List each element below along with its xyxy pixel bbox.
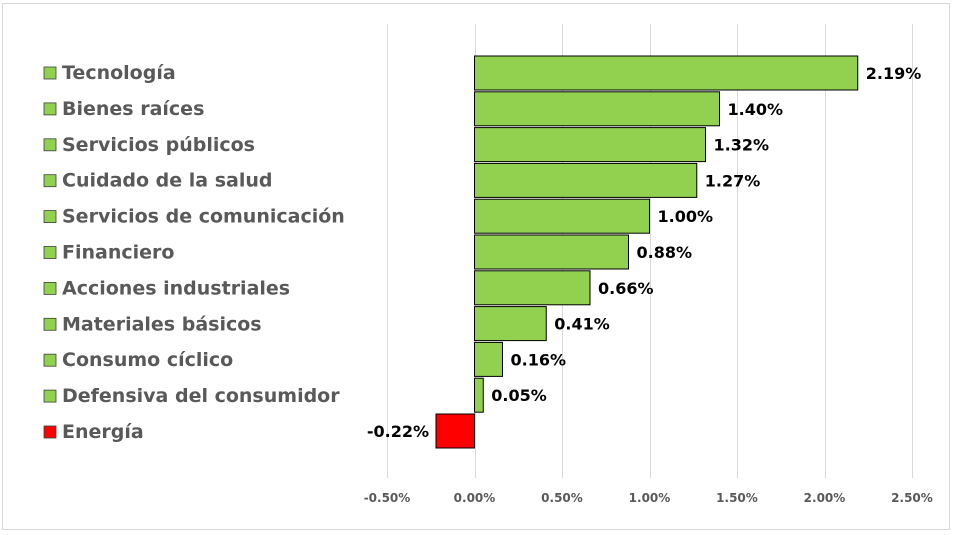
legend-swatch: [43, 174, 57, 188]
bar: [474, 341, 503, 377]
bar: [474, 91, 720, 127]
bar: [474, 234, 629, 270]
bar: [474, 162, 698, 198]
legend: Tecnología Bienes raíces Servicios público…: [43, 62, 345, 443]
x-tick-label: 2.50%: [891, 491, 933, 505]
bars: [435, 55, 859, 449]
bar: [435, 413, 475, 449]
legend-label: Servicios de comunicación: [62, 206, 345, 228]
legend-swatch: [43, 66, 57, 80]
legend-swatch: [43, 353, 57, 367]
data-label: 0.66%: [598, 279, 654, 298]
bar: [474, 55, 859, 91]
data-label: 0.88%: [637, 243, 693, 262]
data-label: 2.19%: [866, 64, 922, 83]
legend-swatch: [43, 317, 57, 331]
x-tick-label: 0.00%: [454, 491, 496, 505]
bar: [474, 198, 650, 234]
legend-swatch: [43, 210, 57, 224]
data-labels: 2.19% 1.40% 1.32% 1.27% 1.00% 0.88% 0.66% 0.41%…: [367, 64, 921, 441]
legend-label: Bienes raíces: [62, 98, 204, 120]
x-tick-label: 1.00%: [629, 491, 671, 505]
data-label: 0.41%: [554, 315, 610, 334]
legend-label: Servicios públicos: [62, 134, 255, 156]
legend-swatch: [43, 246, 57, 259]
data-label: 0.05%: [491, 386, 547, 405]
legend-label: Energía: [62, 421, 144, 443]
legend-label: Cuidado de la salud: [62, 170, 273, 192]
legend-label: Materiales básicos: [62, 313, 262, 335]
data-label: 1.40%: [728, 100, 784, 119]
bar: [474, 306, 547, 342]
x-tick-label: 2.00%: [804, 491, 846, 505]
legend-swatch: [43, 425, 57, 439]
bar: [474, 270, 591, 306]
legend-swatch: [43, 281, 57, 295]
data-label: 0.16%: [511, 350, 567, 369]
legend-swatch: [43, 138, 57, 152]
legend-label: Acciones industriales: [62, 277, 290, 299]
legend-swatch: [43, 102, 57, 116]
legend-swatch: [43, 389, 57, 403]
x-tick-label: 1.50%: [716, 491, 758, 505]
x-tick-label: -0.50%: [364, 491, 411, 505]
data-label: 1.27%: [705, 171, 761, 190]
data-label: 1.00%: [658, 207, 714, 226]
bar: [474, 377, 484, 413]
data-label: -0.22%: [367, 422, 429, 441]
bar: [474, 127, 706, 163]
x-tick-label: 0.50%: [541, 491, 583, 505]
legend-label: Financiero: [62, 242, 174, 264]
legend-label: Tecnología: [62, 62, 176, 84]
data-label: 1.32%: [714, 136, 770, 155]
legend-label: Defensiva del consumidor: [62, 385, 340, 407]
legend-label: Consumo cíclico: [62, 349, 233, 371]
x-axis-tick-labels: -0.50% 0.00% 0.50% 1.00% 1.50% 2.00% 2.50%: [364, 491, 933, 505]
